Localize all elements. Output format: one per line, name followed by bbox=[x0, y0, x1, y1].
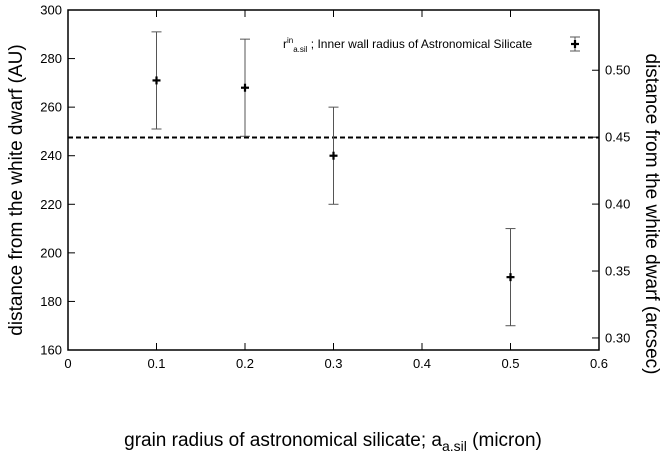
y-left-tick-label: 240 bbox=[40, 148, 62, 163]
data-point bbox=[328, 106, 339, 205]
y-left-tick-label: 220 bbox=[40, 197, 62, 212]
y-right-tick-label: 0.50 bbox=[605, 63, 630, 78]
data-point bbox=[151, 31, 162, 130]
x-axis-title-sub: a.sil bbox=[442, 438, 467, 454]
y-left-tick-labels: 160 180 200 220 240 260 280 300 bbox=[40, 3, 62, 358]
x-tick-label: 0.2 bbox=[236, 356, 254, 371]
x-axis-title-main: grain radius of astronomical silicate; a bbox=[124, 430, 442, 451]
y-right-tick-label: 0.45 bbox=[605, 130, 630, 145]
legend-text: ; Inner wall radius of Astronomical Sili… bbox=[307, 37, 532, 51]
y-left-tick-label: 280 bbox=[40, 51, 62, 66]
data-point bbox=[505, 228, 516, 327]
legend-sup: in bbox=[287, 36, 293, 45]
y-left-tick-label: 180 bbox=[40, 294, 62, 309]
x-axis-title-tail: (micron) bbox=[467, 430, 542, 451]
x-tick-label: 0.6 bbox=[590, 356, 608, 371]
legend-marker-symbol bbox=[570, 36, 580, 52]
x-tick-label: 0.5 bbox=[501, 356, 519, 371]
y-left-tick-label: 200 bbox=[40, 245, 62, 260]
axis-ticks bbox=[67, 9, 600, 351]
legend: rina.sil ; Inner wall radius of Astronom… bbox=[283, 36, 580, 54]
x-tick-label: 0.4 bbox=[413, 356, 431, 371]
x-tick-label: 0.3 bbox=[324, 356, 342, 371]
x-axis-title: grain radius of astronomical silicate; a… bbox=[124, 430, 542, 454]
y-right-tick-label: 0.30 bbox=[605, 330, 630, 345]
x-tick-label: 0.1 bbox=[147, 356, 165, 371]
data-points bbox=[151, 31, 516, 327]
x-tick-labels: 0 0.1 0.2 0.3 0.4 0.5 0.6 bbox=[64, 356, 608, 371]
y-left-tick-label: 300 bbox=[40, 3, 62, 18]
y-right-tick-labels: 0.30 0.35 0.40 0.45 0.50 bbox=[605, 63, 630, 346]
legend-sub: a.sil bbox=[293, 45, 307, 54]
data-point bbox=[240, 38, 250, 137]
x-tick-label: 0 bbox=[64, 356, 71, 371]
legend-base: r bbox=[283, 37, 287, 51]
y-left-tick-label: 160 bbox=[40, 343, 62, 358]
y-right-tick-label: 0.40 bbox=[605, 197, 630, 212]
svg-text:rina.sil ; Inner wall radius o: rina.sil ; Inner wall radius of Astronom… bbox=[283, 36, 533, 54]
y-right-axis-title: distance from the white dwarf (arcsec) bbox=[641, 53, 662, 374]
y-left-tick-label: 260 bbox=[40, 100, 62, 115]
y-right-tick-label: 0.35 bbox=[605, 264, 630, 279]
y-left-axis-title: distance from the white dwarf (AU) bbox=[6, 44, 27, 335]
legend-marker bbox=[570, 36, 580, 52]
